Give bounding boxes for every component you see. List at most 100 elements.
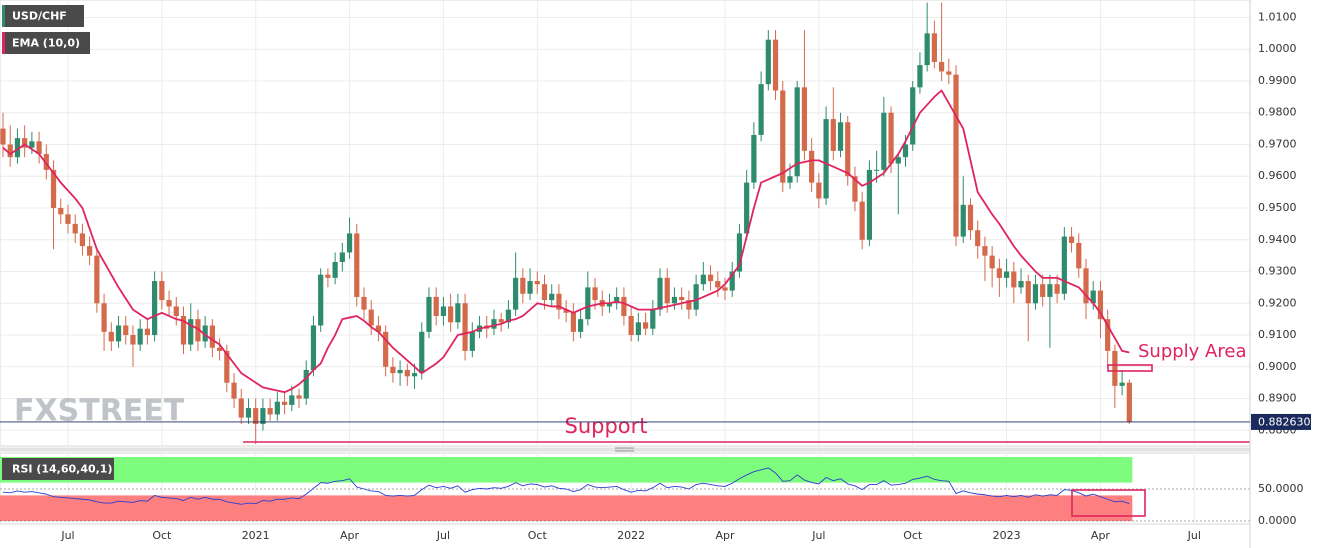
candle-body bbox=[744, 182, 750, 234]
candle-body bbox=[895, 157, 901, 164]
overlay-layer: Jul Oct 2021 Apr Jul Oct 2022 Apr Jul Oct 2023 Apr J… bbox=[0, 10, 1311, 542]
y-tick-label: 0.9800 bbox=[1258, 106, 1297, 119]
candle-body bbox=[58, 208, 64, 215]
rsi-title: RSI (14,60,40,1) bbox=[12, 463, 112, 476]
candle-body bbox=[823, 119, 829, 199]
candle-body bbox=[881, 112, 887, 170]
candle-body bbox=[267, 408, 273, 415]
candle-body bbox=[202, 325, 208, 342]
candle-body bbox=[289, 395, 295, 405]
candle-body bbox=[563, 309, 569, 313]
y-tick-label: 0.9400 bbox=[1258, 233, 1297, 246]
candle-body bbox=[628, 315, 634, 336]
candle-body bbox=[606, 303, 613, 307]
candle-body bbox=[924, 33, 930, 66]
candle-body bbox=[209, 325, 215, 348]
candle-body bbox=[657, 277, 663, 310]
candle-body bbox=[642, 322, 649, 329]
rsi-line bbox=[2, 467, 1130, 505]
candle-body bbox=[982, 246, 988, 256]
candle-body bbox=[101, 303, 107, 332]
x-tick-label: 2022 bbox=[617, 529, 645, 542]
candle-body bbox=[772, 39, 779, 91]
candle-body bbox=[570, 312, 576, 332]
candle-body bbox=[325, 274, 331, 278]
candle-body bbox=[621, 296, 627, 316]
candle-body bbox=[152, 281, 158, 336]
candle-body bbox=[440, 306, 447, 316]
candle-body bbox=[556, 293, 562, 310]
x-tick-label: Apr bbox=[340, 529, 360, 542]
candle-body bbox=[188, 319, 194, 345]
watermark: FXSTREET bbox=[14, 394, 185, 429]
candle-body bbox=[469, 331, 475, 351]
y-tick-label: 0.8900 bbox=[1258, 392, 1297, 405]
candle-body bbox=[664, 277, 670, 304]
candle-body bbox=[332, 261, 338, 278]
candle-body bbox=[794, 87, 800, 177]
candle-body bbox=[195, 319, 201, 342]
candle-body bbox=[144, 328, 150, 336]
candle-body bbox=[845, 122, 851, 177]
candle-body bbox=[296, 395, 302, 399]
candle-body bbox=[426, 296, 432, 332]
x-tick-label: Jul bbox=[811, 529, 825, 542]
candle-body bbox=[765, 39, 771, 85]
candle-body bbox=[339, 252, 345, 262]
candle-body bbox=[318, 274, 324, 326]
candle-body bbox=[960, 204, 966, 237]
candle-body bbox=[1047, 284, 1053, 297]
annotation: Support bbox=[564, 414, 647, 438]
candle-body bbox=[411, 373, 418, 377]
candle-body bbox=[390, 366, 396, 374]
legend-box[interactable] bbox=[2, 32, 90, 54]
candle-body bbox=[729, 271, 735, 291]
candle-body bbox=[72, 223, 78, 234]
candle-body bbox=[1025, 281, 1031, 304]
x-tick-label: Apr bbox=[715, 529, 735, 542]
candle-body bbox=[715, 281, 721, 288]
rsi-oversold-zone bbox=[0, 495, 1133, 521]
candle-body bbox=[123, 325, 129, 336]
y-tick-label: 0.9700 bbox=[1258, 137, 1297, 150]
y-tick-label: 0.9200 bbox=[1258, 296, 1297, 309]
x-tick-label: Jul bbox=[60, 529, 74, 542]
legend-box[interactable] bbox=[2, 458, 114, 480]
x-tick-label: 2021 bbox=[242, 529, 270, 542]
candle-body bbox=[180, 315, 187, 345]
x-tick-label: Apr bbox=[1091, 529, 1111, 542]
candle-body bbox=[816, 182, 822, 199]
candle-body bbox=[354, 233, 360, 297]
candle-body bbox=[404, 369, 410, 377]
candle-body bbox=[448, 306, 454, 323]
candle-body bbox=[1097, 290, 1104, 320]
x-tick-label: Oct bbox=[528, 529, 548, 542]
candle-body bbox=[36, 141, 42, 155]
candle-body bbox=[1112, 350, 1118, 386]
candle-body bbox=[1003, 271, 1010, 278]
supply-area-box bbox=[1107, 364, 1153, 372]
candle-body bbox=[217, 347, 223, 351]
last-price-tag bbox=[1251, 413, 1311, 430]
candle-body bbox=[43, 154, 49, 170]
x-tick-label: Oct bbox=[903, 529, 923, 542]
candle-body bbox=[671, 296, 678, 304]
legend-swatch bbox=[2, 5, 5, 27]
candle-body bbox=[780, 90, 786, 183]
candle-body bbox=[722, 287, 728, 291]
candle-body bbox=[419, 331, 425, 374]
candle-body bbox=[310, 325, 317, 370]
candle-body bbox=[383, 331, 389, 367]
y-tick-label: 1.0000 bbox=[1258, 42, 1297, 55]
candle-body bbox=[0, 128, 6, 145]
candle-body bbox=[520, 277, 526, 294]
candle-body bbox=[751, 134, 757, 183]
x-tick-label: Oct bbox=[152, 529, 172, 542]
candle-body bbox=[614, 296, 620, 304]
price-panel bbox=[0, 0, 1251, 447]
candle-body bbox=[1090, 290, 1096, 304]
legend-box[interactable] bbox=[2, 5, 84, 27]
candle-body bbox=[527, 281, 533, 294]
candle-body bbox=[809, 150, 815, 183]
